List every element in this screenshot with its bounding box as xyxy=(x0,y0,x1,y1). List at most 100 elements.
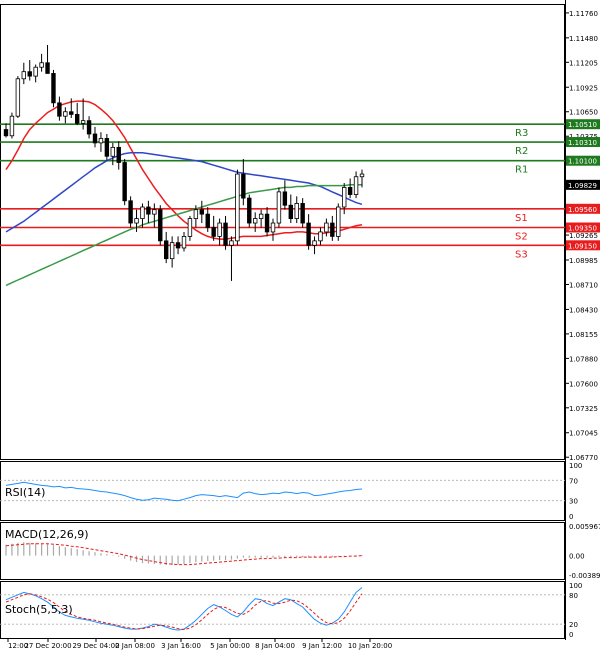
candle-body xyxy=(175,242,181,249)
stoch-tick-label: 80 xyxy=(569,592,578,600)
level-price-tag xyxy=(566,119,600,130)
price-tick-label: 1.11480 xyxy=(569,35,598,43)
moving-average-line xyxy=(5,184,362,287)
level-price-tag xyxy=(566,137,600,148)
candle-body xyxy=(122,162,127,202)
candle-body xyxy=(69,111,74,115)
level-name-r3: R3 xyxy=(515,128,528,139)
stoch-d-line xyxy=(5,593,363,631)
price-tick-label: 1.08710 xyxy=(569,281,598,289)
level-name-r2: R2 xyxy=(515,146,528,157)
level-price-label: 1.09350 xyxy=(568,224,597,232)
level-name-r1: R1 xyxy=(515,165,528,176)
price-tick-label: 1.07325 xyxy=(569,405,598,413)
rsi-line xyxy=(5,481,363,502)
candle-body xyxy=(223,222,228,246)
candle-body xyxy=(330,222,335,237)
candle-body xyxy=(199,209,204,215)
candle-body xyxy=(57,102,62,117)
moving-average-line xyxy=(5,151,363,233)
candle-body xyxy=(169,242,175,260)
candle-body xyxy=(229,240,234,246)
candle-body xyxy=(146,206,151,215)
candle-body xyxy=(264,213,270,233)
candle-body xyxy=(152,209,157,215)
current-price-label: 1.09829 xyxy=(568,182,597,190)
pivot-levels: R3 R2 R1 S1 S2 S3 xyxy=(0,123,565,260)
candle-body xyxy=(134,218,139,224)
time-tick-label: 2 Jan 08:00 xyxy=(115,642,155,650)
indicator-series: RSI(14) MACD(12,26,9) Stoch(5,5,3) xyxy=(5,481,363,631)
candle-body xyxy=(163,240,169,260)
level-name-s3: S3 xyxy=(515,249,528,260)
level-price-label: 1.10510 xyxy=(568,121,597,129)
price-tick-label: 1.11760 xyxy=(569,10,598,18)
price-tick-label: 1.10925 xyxy=(569,84,598,92)
time-tick-label: 5 Jan 00:00 xyxy=(210,642,250,650)
macd-tick-label: 0.00 xyxy=(569,553,585,561)
candle-body xyxy=(104,138,110,157)
level-price-tag xyxy=(566,155,600,166)
candle-body xyxy=(51,73,56,104)
price-tick-label: 1.08155 xyxy=(569,331,598,339)
price-axes: 1.11760 1.11480 1.11205 1.10925 1.10650 1.103… xyxy=(565,10,600,639)
moving-averages xyxy=(5,100,363,287)
macd-label: MACD(12,26,9) xyxy=(5,528,89,541)
price-tick-label: 1.06770 xyxy=(569,454,598,462)
candle-body xyxy=(116,146,121,163)
price-tick-label: 1.07600 xyxy=(569,380,598,388)
candle-body xyxy=(9,115,15,137)
rsi-panel-frame xyxy=(0,461,565,521)
price-tick-label: 1.11205 xyxy=(569,59,598,67)
candle-body xyxy=(341,187,347,208)
main-panel-frame xyxy=(0,4,565,460)
candle-body xyxy=(359,173,365,178)
candle-body xyxy=(211,227,216,237)
price-tick-label: 1.07045 xyxy=(569,430,598,438)
candle-body xyxy=(270,222,276,233)
moving-average-line xyxy=(5,100,363,240)
candle-body xyxy=(15,78,21,117)
candle-body xyxy=(21,71,26,80)
candle-body xyxy=(27,71,32,77)
candle-body xyxy=(235,173,240,242)
candlesticks xyxy=(3,44,365,281)
level-price-label: 1.09150 xyxy=(568,242,597,250)
candle-body xyxy=(158,209,163,242)
stoch-label: Stoch(5,5,3) xyxy=(5,603,73,616)
candle-body xyxy=(63,111,68,117)
level-name-s1: S1 xyxy=(515,213,528,224)
candle-body xyxy=(181,235,187,249)
time-tick-label: 27 Dec 20:00 xyxy=(24,642,71,650)
level-price-tag xyxy=(566,222,600,233)
candle-body xyxy=(336,206,341,237)
level-price-tag xyxy=(566,240,600,251)
price-tick-label: 1.07880 xyxy=(569,355,598,363)
candle-body xyxy=(282,191,288,206)
candle-body xyxy=(241,173,246,199)
level-price-tag xyxy=(566,203,600,214)
candle-body xyxy=(276,191,282,224)
candle-body xyxy=(247,197,252,224)
candle-body xyxy=(312,240,317,246)
stoch-tick-label: 100 xyxy=(569,582,582,590)
candle-body xyxy=(300,203,305,224)
price-tick-label: 1.10650 xyxy=(569,109,598,117)
candle-body xyxy=(33,66,38,77)
level-price-label: 1.09560 xyxy=(568,206,597,214)
candle-body xyxy=(92,133,98,144)
level-price-label: 1.10310 xyxy=(568,139,597,147)
candle-body xyxy=(347,187,353,195)
rsi-tick-label: 70 xyxy=(569,477,578,485)
candle-body xyxy=(318,231,323,242)
candle-body xyxy=(128,200,133,224)
stoch-tick-label: 20 xyxy=(569,621,578,629)
candle-body xyxy=(140,206,145,219)
time-tick-label: 9 Jan 12:00 xyxy=(302,642,342,650)
candle-body xyxy=(75,114,80,124)
macd-tick-label: -0.003896 xyxy=(569,572,600,580)
candle-body xyxy=(252,218,258,224)
candle-body xyxy=(258,213,264,219)
time-tick-label: 12:00 xyxy=(8,642,28,650)
